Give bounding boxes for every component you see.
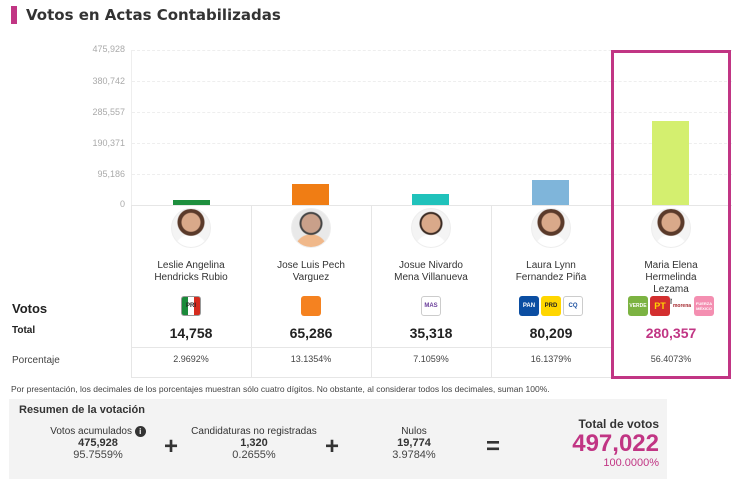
- bar-chart: 475,928 380,742 285,557 190,371 95,186 0: [0, 40, 751, 210]
- title-accent-bar: [11, 6, 17, 24]
- candidate-name: Josue Nivardo Mena Villanueva: [394, 260, 468, 283]
- vote-summary: Resumen de la votación Votos acumulados …: [9, 399, 667, 479]
- total-votos-label: Total de votos: [578, 417, 659, 431]
- percentage-note: Por presentación, los decimales de los p…: [11, 384, 550, 394]
- y-tick: 95,186: [97, 169, 125, 179]
- candidate-name: Jose Luis Pech Varguez: [277, 260, 345, 283]
- pri-logo-icon: PRI: [181, 296, 201, 316]
- y-tick: 380,742: [92, 76, 125, 86]
- pan-logo-icon: PAN: [519, 296, 539, 316]
- candidate-avatar[interactable]: [171, 208, 211, 248]
- gridline: [132, 81, 732, 82]
- party-logos: VERDE PT morena FUERZA MÉXICO: [611, 296, 731, 316]
- row-divider: [131, 347, 611, 348]
- page-title: Votos en Actas Contabilizadas: [26, 6, 281, 24]
- nulos-label: Nulos: [401, 426, 427, 437]
- candidate-percentage: 2.9692%: [173, 354, 209, 364]
- candidate-total: 35,318: [409, 325, 453, 341]
- percentage-label: Porcentaje: [12, 355, 60, 366]
- party-logos: PRI: [131, 296, 251, 316]
- equals-icon: =: [486, 433, 501, 460]
- fuerza-mexico-logo-icon: FUERZA MÉXICO: [694, 296, 714, 316]
- candidate-column-winner: Maria Elena Hermelinda Lezama Espinosa V…: [611, 205, 731, 377]
- bar-mena[interactable]: [412, 194, 449, 205]
- plus-icon: +: [325, 433, 340, 460]
- mas-logo-icon: MAS: [421, 296, 441, 316]
- candidate-percentage: 56.4073%: [650, 354, 692, 364]
- total-votos-percentage: 100.0000%: [603, 457, 659, 469]
- column-divider: [491, 205, 492, 377]
- nulos-percentage: 3.9784%: [392, 449, 436, 461]
- plus-icon: +: [164, 433, 179, 460]
- candidate-column: Jose Luis Pech Varguez MC 65,286 13.1354…: [251, 205, 371, 377]
- mc-logo-icon: MC: [301, 296, 321, 316]
- summary-no-registradas: Candidaturas no registradas 1,320 0.2655…: [179, 426, 329, 461]
- acumulados-percentage: 95.7559%: [73, 449, 123, 462]
- summary-nulos: Nulos 19,774 3.9784%: [384, 426, 444, 461]
- acumulados-value: 475,928: [78, 437, 118, 450]
- no-registradas-value: 1,320: [240, 437, 268, 449]
- candidate-avatar[interactable]: [411, 208, 451, 248]
- summary-acumulados: Votos acumulados i 475,928 95.7559%: [33, 426, 163, 461]
- bar-hendricks[interactable]: [173, 200, 210, 205]
- column-divider: [371, 205, 372, 377]
- candidate-percentage: 7.1059%: [413, 354, 449, 364]
- y-tick: 285,557: [92, 107, 125, 117]
- summary-total: Total de votos 497,022 100.0000%: [572, 417, 659, 469]
- candidate-percentage: 13.1354%: [290, 354, 332, 364]
- info-icon[interactable]: i: [134, 426, 146, 437]
- row-divider: [131, 377, 611, 378]
- total-label: Total: [12, 325, 36, 336]
- y-tick: 475,928: [92, 44, 125, 54]
- candidate-column: Leslie Angelina Hendricks Rubio PRI 14,7…: [131, 205, 251, 377]
- gridline: [132, 174, 732, 175]
- column-divider: [251, 205, 252, 377]
- candidate-name: Leslie Angelina Hendricks Rubio: [154, 260, 228, 283]
- candidate-column: Josue Nivardo Mena Villanueva MAS 35,318…: [371, 205, 491, 377]
- winner-highlight: [611, 50, 731, 379]
- no-registradas-percentage: 0.2655%: [232, 449, 276, 461]
- total-votos-value: 497,022: [572, 430, 659, 457]
- bar-fernandez[interactable]: [532, 180, 569, 205]
- party-logos: PAN PRD CQ: [491, 296, 611, 316]
- y-tick: 190,371: [92, 138, 125, 148]
- candidate-column: Laura Lynn Fernandez Piña PAN PRD CQ 80,…: [491, 205, 611, 377]
- candidate-total: 80,209: [529, 325, 573, 341]
- morena-logo-icon: morena: [672, 296, 692, 316]
- summary-title: Resumen de la votación: [19, 404, 145, 416]
- acumulados-label: Votos acumulados: [50, 426, 132, 438]
- column-divider: [131, 205, 132, 377]
- candidate-name: Maria Elena Hermelinda Lezama Espinosa: [644, 260, 698, 307]
- candidate-percentage: 16.1379%: [530, 354, 572, 364]
- no-registradas-label: Candidaturas no registradas: [191, 426, 317, 437]
- candidate-avatar[interactable]: [291, 208, 331, 248]
- y-tick: 0: [119, 199, 125, 209]
- cq-logo-icon: CQ: [563, 296, 583, 316]
- candidate-total: 280,357: [645, 325, 697, 341]
- gridline: [132, 112, 732, 113]
- votos-label: Votos: [12, 301, 48, 316]
- candidate-total: 65,286: [289, 325, 333, 341]
- bar-pech[interactable]: [292, 184, 329, 205]
- party-logos: MAS: [371, 296, 491, 316]
- x-axis-baseline: [132, 205, 732, 206]
- gridline: [132, 50, 732, 51]
- y-axis: [131, 50, 132, 205]
- section-header: Votos en Actas Contabilizadas: [11, 6, 281, 24]
- candidate-total: 14,758: [169, 325, 213, 341]
- bar-lezama[interactable]: [652, 121, 689, 205]
- gridline: [132, 143, 732, 144]
- pt-logo-icon: PT: [650, 296, 670, 316]
- candidate-name: Laura Lynn Fernandez Piña: [515, 260, 587, 283]
- candidate-avatar[interactable]: [531, 208, 571, 248]
- verde-logo-icon: VERDE: [628, 296, 648, 316]
- candidate-avatar[interactable]: [651, 208, 691, 248]
- nulos-value: 19,774: [397, 437, 431, 449]
- prd-logo-icon: PRD: [541, 296, 561, 316]
- party-logos: MC: [251, 296, 371, 316]
